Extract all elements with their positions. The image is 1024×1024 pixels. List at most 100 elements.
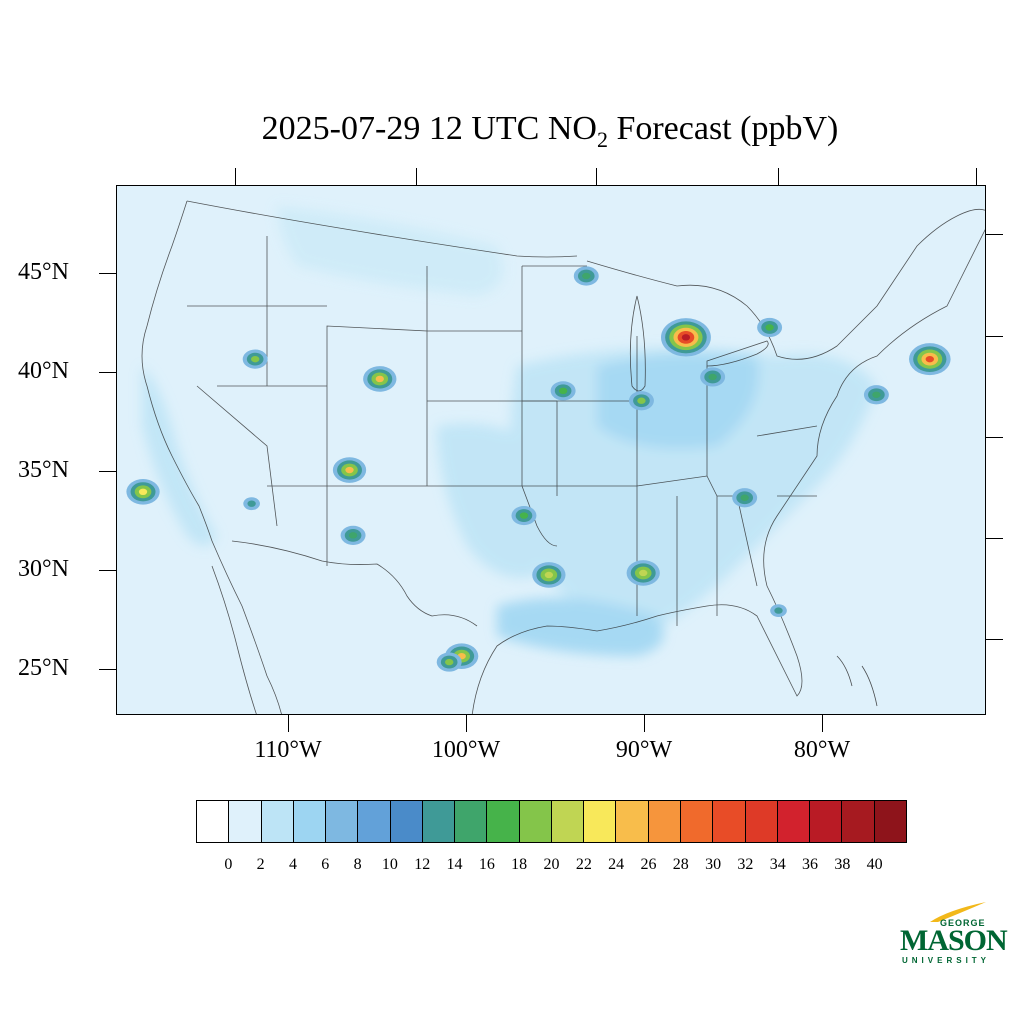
hotspot-ring	[925, 355, 934, 363]
colorbar-label: 22	[575, 856, 592, 873]
mexico-coast	[211, 565, 257, 714]
colorbar-label: 4	[288, 856, 297, 873]
colorbar-cell	[842, 801, 875, 842]
bahamas-outline	[836, 655, 878, 707]
right-tick	[986, 234, 1003, 235]
left-tick	[99, 471, 116, 472]
hotspot-ring	[637, 397, 646, 404]
coastline-west	[141, 200, 282, 714]
hotspot-ring	[348, 532, 358, 539]
left-tick	[99, 570, 116, 571]
hotspot-houston	[532, 562, 566, 588]
colorbar-cell	[358, 801, 391, 842]
colorbar-label: 12	[414, 856, 431, 873]
logo-mason: MASON	[900, 924, 1008, 957]
map-canvas	[126, 200, 985, 714]
title-subscript: 2	[596, 126, 608, 152]
hotspot-ring	[558, 387, 568, 395]
hotspot-atlanta	[732, 488, 758, 508]
hotspot-ring	[708, 373, 717, 381]
us-canada-border	[186, 200, 578, 258]
no2-hotspots	[126, 266, 951, 672]
colorbar-cell	[584, 801, 617, 842]
hotspot-denver	[363, 366, 397, 392]
hotspot-ring	[345, 466, 354, 474]
lon-label-90w: 90°W	[615, 737, 673, 763]
hotspot-salt-lake	[242, 349, 268, 369]
colorbar-label: 20	[543, 856, 560, 873]
hotspot-new-orleans	[626, 560, 660, 586]
hotspot-los-angeles	[126, 479, 160, 505]
colorbar-cell	[519, 801, 552, 842]
state-lines-east	[522, 265, 818, 626]
colorbar-label: 2	[256, 856, 265, 873]
colorbar-cell	[680, 801, 714, 842]
hotspot-phoenix	[243, 497, 260, 511]
colorbar-cell	[810, 801, 843, 842]
right-tick	[986, 538, 1003, 539]
colorbar-cell	[390, 801, 423, 842]
hotspot-ring	[681, 334, 691, 341]
colorbar-label: 10	[381, 856, 398, 873]
hotspot-ring	[138, 488, 148, 495]
colorbar-cell	[777, 801, 811, 842]
hotspot-ring	[247, 500, 256, 507]
colorbar-label: 28	[672, 856, 689, 873]
hotspot-ring	[544, 571, 554, 579]
colorbar-label: 36	[802, 856, 819, 873]
top-tick	[416, 168, 417, 185]
bottom-tick	[288, 715, 289, 732]
hotspot-new-york	[909, 343, 951, 376]
hotspot-chicago	[660, 318, 711, 357]
us-mexico-border	[231, 540, 478, 627]
hotspot-ring	[445, 658, 454, 666]
colorbar-label: 40	[866, 856, 883, 873]
top-tick	[235, 168, 236, 185]
top-tick	[596, 168, 597, 185]
hotspot-albuquerque	[332, 457, 367, 483]
bottom-tick	[822, 715, 823, 732]
colorbar-cell	[745, 801, 778, 842]
colorbar-cell	[874, 801, 906, 842]
right-tick	[986, 336, 1003, 337]
boundary-lines	[141, 200, 985, 714]
left-tick	[99, 372, 116, 373]
colorbar-label: 24	[608, 856, 625, 873]
colorbar-cell	[648, 801, 681, 842]
hotspot-ring	[375, 375, 384, 383]
hotspot-ring	[765, 324, 774, 331]
map-title: 2025-07-29 12 UTC NO2 Forecast (ppbV)	[0, 110, 1024, 153]
colorbar-cell	[261, 801, 294, 842]
colorbar-label: 34	[769, 856, 786, 873]
colorbar	[196, 800, 907, 843]
left-tick	[99, 669, 116, 670]
lake-erie	[706, 340, 769, 367]
low-concentration-regions	[142, 206, 877, 656]
title-prefix: 2025-07-29 12 UTC NO	[261, 110, 597, 147]
lat-label-30: 30°N	[18, 556, 69, 582]
hotspot-indianapolis	[700, 367, 726, 387]
hotspot-ring	[872, 391, 881, 398]
top-tick	[778, 168, 779, 185]
state-lines-west	[187, 236, 428, 566]
colorbar-label: 30	[705, 856, 722, 873]
no2-forecast-map	[116, 185, 986, 715]
hotspot-detroit	[757, 317, 783, 338]
title-suffix: Forecast (ppbV)	[607, 110, 839, 147]
west-coast-region	[142, 366, 217, 546]
logo-swoosh-icon	[930, 902, 986, 922]
gmu-logo: GEORGE MASON UNIVERSITY	[898, 898, 1008, 970]
hotspot-el-paso	[340, 525, 366, 545]
hotspot-ring	[582, 272, 591, 280]
colorbar-cell	[713, 801, 746, 842]
lat-label-35: 35°N	[18, 457, 69, 483]
lat-label-40: 40°N	[18, 358, 69, 384]
hotspot-kansas-city	[550, 381, 576, 401]
colorbar-cell	[229, 801, 262, 842]
lat-label-45: 45°N	[18, 259, 69, 285]
colorbar-label: 0	[224, 856, 233, 873]
gulf-region	[497, 598, 664, 656]
colorbar-cell	[197, 801, 230, 842]
island-outline	[836, 655, 878, 707]
colorbar-cell	[455, 801, 488, 842]
